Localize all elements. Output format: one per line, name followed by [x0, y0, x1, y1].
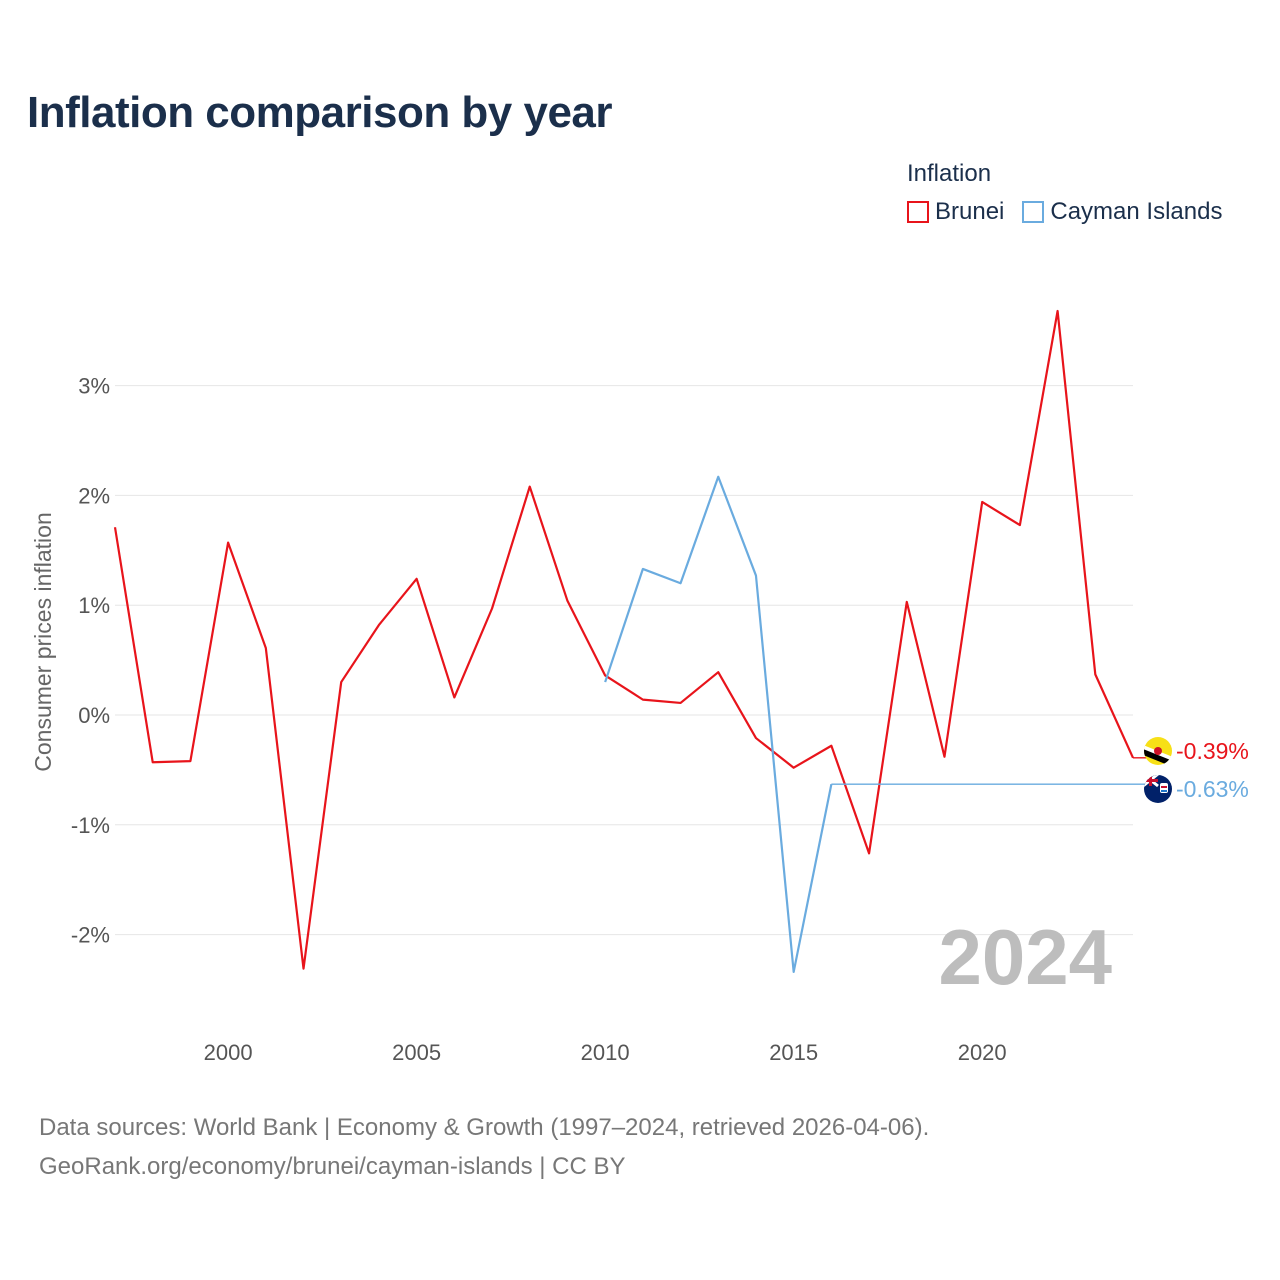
end-labels: -0.39% -0.63% — [1176, 738, 1249, 802]
footer-attribution[interactable]: GeoRank.org/economy/brunei/cayman-island… — [39, 1153, 626, 1180]
x-tick-label: 2010 — [581, 1040, 630, 1065]
y-tick-label: 0% — [78, 703, 110, 728]
legend-label-cayman-islands: Cayman Islands — [1050, 198, 1223, 225]
legend-label-brunei: Brunei — [935, 198, 1005, 225]
grid-lines — [115, 385, 1133, 936]
legend-swatch-cayman-islands — [1022, 201, 1045, 223]
end-label-brunei: -0.39% — [1176, 738, 1249, 764]
x-tick-label: 2005 — [392, 1040, 441, 1065]
line-chart: 3% 2% 1% 0% -1% -2% 2000 2005 2010 2015 2020 Cons… — [30, 309, 1249, 1065]
series-line-brunei — [113, 309, 1135, 970]
legend-item-brunei[interactable]: Brunei — [907, 198, 1004, 226]
legend: Inflation Brunei Cayman Islands — [907, 160, 1222, 226]
series-lines — [113, 309, 1158, 974]
y-tick-label: 1% — [78, 593, 110, 618]
footer: Data sources: World Bank | Economy & Gro… — [39, 1108, 929, 1186]
y-tick-label: -1% — [71, 813, 110, 838]
x-tick-label: 2015 — [769, 1040, 818, 1065]
y-tick-label: 3% — [78, 374, 110, 399]
y-axis-label: Consumer prices inflation — [30, 512, 56, 772]
x-tick-label: 2020 — [958, 1040, 1007, 1065]
x-axis-ticks: 2000 2005 2010 2015 2020 — [204, 1040, 1007, 1065]
legend-item-cayman-islands[interactable]: Cayman Islands — [1022, 198, 1222, 226]
footer-sources: Data sources: World Bank | Economy & Gro… — [39, 1114, 930, 1141]
y-tick-label: -2% — [71, 923, 110, 948]
current-year-label: 2024 — [938, 913, 1112, 1001]
legend-title: Inflation — [907, 160, 992, 187]
end-markers — [1144, 737, 1172, 803]
y-axis-ticks: 3% 2% 1% 0% -1% -2% — [71, 374, 110, 948]
y-tick-label: 2% — [78, 483, 110, 508]
x-tick-label: 2000 — [204, 1040, 253, 1065]
cayman-islands-flag-icon — [1144, 775, 1172, 803]
brunei-flag-icon — [1144, 737, 1172, 765]
end-label-cayman-islands: -0.63% — [1176, 776, 1249, 802]
legend-swatch-brunei — [907, 201, 929, 223]
chart-title: Inflation comparison by year — [27, 88, 613, 137]
series-line-cayman-islands — [604, 475, 833, 974]
